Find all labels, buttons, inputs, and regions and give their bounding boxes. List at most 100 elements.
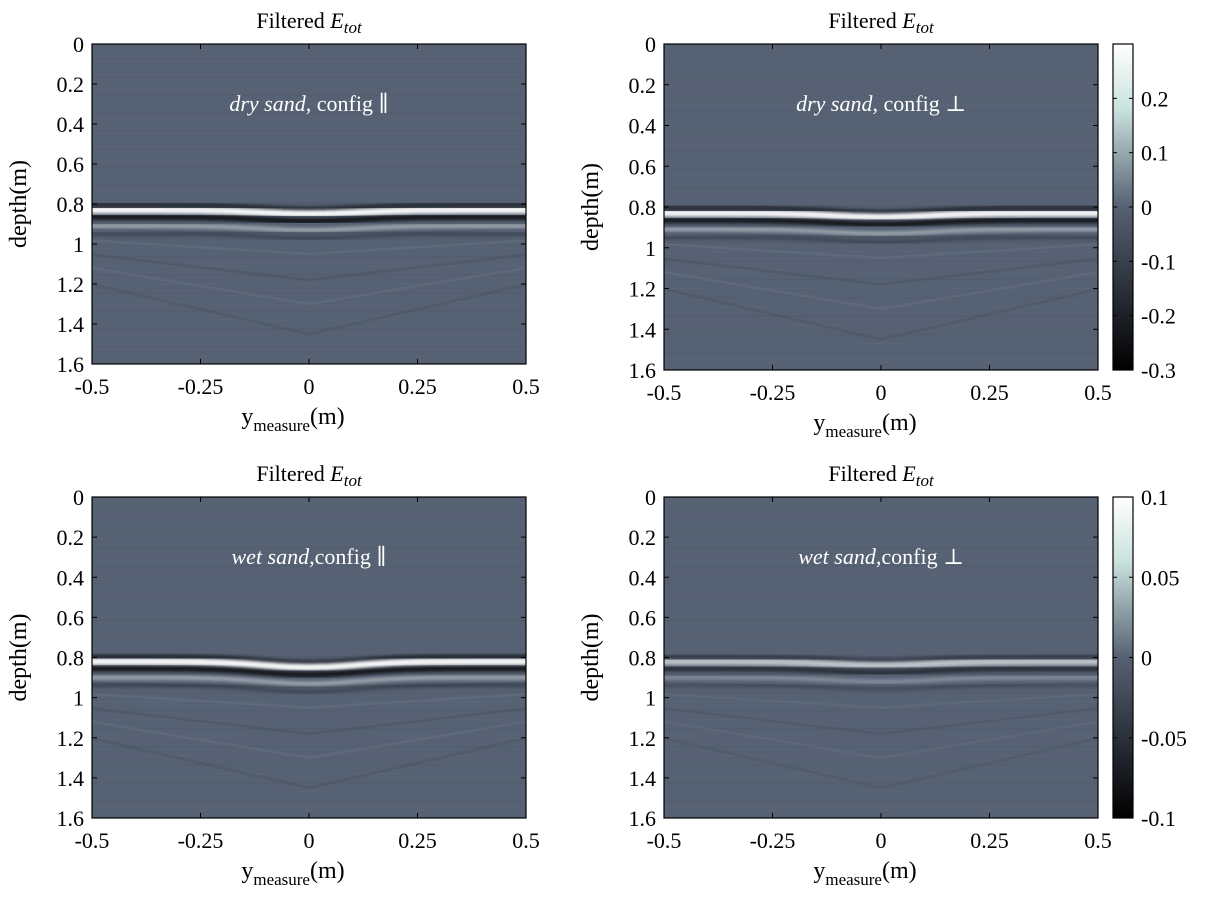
diffraction-line: [92, 707, 526, 735]
colorbar-tick-label: -0.05: [1141, 726, 1187, 751]
diffraction-line: [92, 692, 526, 709]
colorbar-tick-label: 0: [1141, 646, 1152, 671]
x-tick-label: 0: [304, 828, 315, 853]
colorbar-4: 0.1 0.05 0 -0.05 -0.1: [1112, 485, 1187, 831]
panel-title: Filtered Etot: [256, 461, 363, 490]
diffraction-line: [92, 283, 526, 336]
x-tick-label: 0.5: [1084, 380, 1112, 405]
x-tick-label: -0.25: [750, 380, 796, 405]
x-tick-label: 0: [876, 828, 887, 853]
y-tick-label: 0.2: [629, 525, 657, 550]
panel-3: -0.5 -0.25 0 0.25 0.5 0 0.2 0.4 0.6 0.8 1 1.2 1.4 1.6…: [6, 461, 540, 889]
x-axis-label: ymeasure(m): [813, 858, 916, 889]
y-tick-label: 0.2: [57, 525, 85, 550]
panel-annotation: wet sand,config ⊥: [798, 544, 964, 569]
y-tick-label: 0: [73, 485, 84, 510]
heatmap-image: [664, 497, 1098, 818]
x-tick-label: -0.25: [178, 828, 224, 853]
y-tick-label: 1: [73, 686, 84, 711]
panel-annotation: dry sand, config ⊥: [796, 91, 966, 116]
y-tick-label: 1.4: [629, 317, 657, 342]
x-tick-label: -0.5: [647, 828, 682, 853]
y-tick-label: 0: [73, 32, 84, 57]
y-axis-label: depth(m): [6, 614, 32, 702]
colorbar-2: 0.2 0.1 0 -0.1 -0.2 -0.3: [1112, 43, 1176, 383]
diffraction-line: [92, 266, 526, 306]
y-tick-label: 0.4: [57, 565, 85, 590]
x-tick-label: -0.5: [647, 380, 682, 405]
x-tick-label: -0.25: [178, 374, 224, 399]
y-tick-label: 1.4: [629, 766, 657, 791]
x-tick-label: -0.5: [75, 374, 110, 399]
y-tick-label: 1.2: [629, 726, 657, 751]
panel-2: -0.5 -0.25 0 0.25 0.5 0 0.2 0.4 0.6 0.8 1 1.2 1.4 1.6…: [578, 8, 1112, 441]
panel-1: -0.5 -0.25 0 0.25 0.5 0 0.2 0.4 0.6 0.8 1 1.2 1.4 1.6…: [6, 8, 540, 435]
diffraction-line: [92, 737, 526, 790]
y-tick-label: 0.8: [57, 646, 85, 671]
panel-4: -0.5 -0.25 0 0.25 0.5 0 0.2 0.4 0.6 0.8 1 1.2 1.4 1.6…: [578, 461, 1112, 889]
x-tick-label: 0.25: [398, 374, 437, 399]
y-tick-label: 0.8: [629, 646, 657, 671]
diffraction-line: [664, 242, 1098, 260]
y-tick-label: 0.6: [629, 605, 657, 630]
y-tick-label: 0.6: [57, 605, 85, 630]
y-tick-label: 1.6: [629, 358, 657, 383]
diffraction-line: [92, 720, 526, 760]
x-tick-label: 0.25: [970, 380, 1009, 405]
reflection-band: [92, 232, 526, 240]
diffraction-line: [92, 253, 526, 282]
diffraction-line: [664, 692, 1098, 709]
x-tick-label: 0.5: [1084, 828, 1112, 853]
x-tick-label: 0: [304, 374, 315, 399]
diffraction-line: [92, 239, 526, 256]
y-tick-label: 1.2: [57, 272, 85, 297]
panel-annotation: wet sand,config ∥: [232, 544, 387, 569]
colorbar-tick-label: 0: [1141, 195, 1152, 220]
y-tick-label: 0.8: [629, 195, 657, 220]
y-tick-label: 1.2: [629, 277, 657, 302]
x-tick-label: 0.25: [970, 828, 1009, 853]
x-tick-label: 0.25: [398, 828, 437, 853]
colorbar-tick-label: -0.1: [1141, 249, 1176, 274]
colorbar-tick-label: 0.1: [1141, 485, 1169, 510]
y-tick-label: 1.6: [57, 806, 85, 831]
panel-title: Filtered Etot: [828, 461, 935, 490]
y-tick-label: 1.6: [57, 352, 85, 377]
y-tick-label: 0.8: [57, 192, 85, 217]
panel-title: Filtered Etot: [256, 8, 363, 37]
y-tick-label: 1: [645, 686, 656, 711]
x-tick-label: 0: [876, 380, 887, 405]
x-tick-label: -0.25: [750, 828, 796, 853]
diffraction-line: [664, 287, 1098, 341]
y-axis-label: depth(m): [578, 614, 604, 702]
x-tick-label: -0.5: [75, 828, 110, 853]
y-tick-label: 0.2: [629, 73, 657, 98]
diffraction-line: [664, 707, 1098, 735]
colorbar-tick-label: -0.1: [1141, 806, 1176, 831]
y-tick-label: 1.4: [57, 312, 85, 337]
diffraction-line: [664, 720, 1098, 760]
y-tick-label: 0: [645, 32, 656, 57]
y-tick-label: 0: [645, 485, 656, 510]
y-tick-label: 1: [73, 232, 84, 257]
colorbar-tick-label: -0.3: [1141, 358, 1176, 383]
y-tick-label: 0.6: [57, 152, 85, 177]
y-tick-label: 0.2: [57, 72, 85, 97]
heatmap-image: [664, 44, 1098, 370]
x-axis-label: ymeasure(m): [813, 410, 916, 441]
reflection-band: [664, 684, 1098, 692]
x-tick-label: 0.5: [512, 374, 540, 399]
colorbar-tick-label: 0.1: [1141, 141, 1169, 166]
diffraction-line: [664, 257, 1098, 286]
y-tick-label: 0.6: [629, 154, 657, 179]
diffraction-line: [664, 270, 1098, 311]
y-tick-label: 0.4: [629, 114, 657, 139]
y-axis-label: depth(m): [6, 160, 32, 248]
y-tick-label: 1.4: [57, 766, 85, 791]
reflection-band: [664, 236, 1098, 244]
reflection-band: [92, 684, 526, 694]
panel-annotation: dry sand, config ∥: [229, 91, 388, 116]
colorbar-tick-label: 0.2: [1141, 86, 1169, 111]
heatmap-image: [92, 44, 526, 364]
y-tick-label: 1.2: [57, 726, 85, 751]
